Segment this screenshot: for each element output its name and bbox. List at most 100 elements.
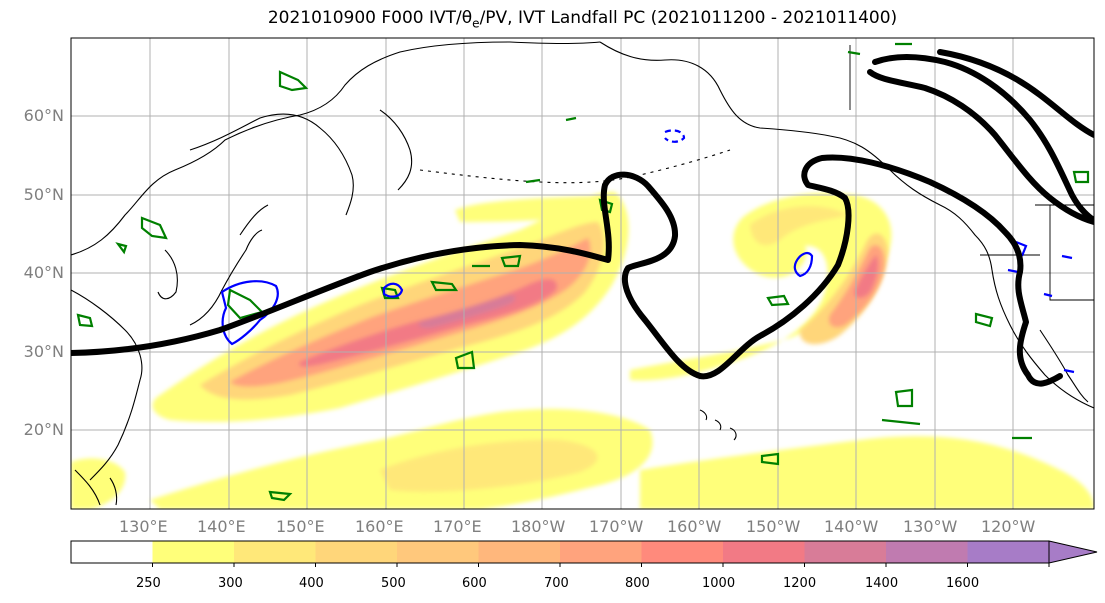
colorbar-segment bbox=[967, 541, 1050, 563]
colorbar-tick-500: 500 bbox=[381, 576, 406, 591]
ivt-fill-250 bbox=[150, 409, 653, 509]
colorbar bbox=[70, 540, 1098, 567]
theta-e-contour bbox=[76, 313, 94, 328]
lon-label-150w: 150°W bbox=[746, 517, 801, 536]
colorbar-segment bbox=[641, 541, 724, 563]
lon-label-170w: 170°W bbox=[589, 517, 644, 536]
colorbar-segment bbox=[152, 541, 235, 563]
lon-label-130e: 130°E bbox=[119, 517, 168, 536]
coastline-kamchatka bbox=[379, 109, 413, 191]
coastline-hawaii bbox=[699, 409, 737, 441]
theta-e-contour bbox=[278, 70, 309, 92]
title-prefix: 2021010900 F000 IVT/ bbox=[267, 8, 462, 28]
ivt-fill-1200 bbox=[418, 295, 516, 329]
pv-contour-line bbox=[872, 54, 1094, 223]
lon-label-140e: 140°E bbox=[197, 517, 246, 536]
coastline-north-america bbox=[991, 269, 1094, 409]
colorbar-tick-250: 250 bbox=[136, 576, 161, 591]
coastline-japan bbox=[239, 204, 269, 236]
colorbar-segment bbox=[886, 541, 968, 563]
map-title: 2021010900 F000 IVT/θe/PV, IVT Landfall … bbox=[0, 8, 1105, 30]
lat-label-60n: 60°N bbox=[23, 106, 64, 125]
theta-e-negative-contour bbox=[1007, 240, 1075, 374]
theta-e-contours-positive bbox=[76, 42, 1090, 502]
colorbar-tick-800: 800 bbox=[625, 576, 650, 591]
theta-e-contour bbox=[1072, 170, 1090, 184]
theta-e-contour bbox=[430, 280, 459, 292]
theta-e-negative-contour bbox=[793, 252, 814, 278]
ivt-fill-250 bbox=[630, 192, 892, 381]
title-suffix: /PV, IVT Landfall PC (2021011200 - 20210… bbox=[479, 8, 898, 28]
theta-e-contour bbox=[974, 312, 994, 328]
pv-contour-line bbox=[71, 154, 1063, 387]
lat-label-50n: 50°N bbox=[23, 185, 64, 204]
ivt-fill-300 bbox=[750, 206, 848, 245]
theta-e-contour bbox=[598, 198, 614, 214]
coastline-alaska bbox=[599, 41, 993, 271]
lon-label-140w: 140°W bbox=[824, 517, 879, 536]
coastline-aleutians bbox=[419, 149, 731, 184]
theta-e-contour bbox=[140, 216, 168, 240]
pv-contour-line bbox=[867, 69, 1094, 225]
theta-e-contour bbox=[268, 490, 293, 502]
lon-label-180w: 180°W bbox=[511, 517, 566, 536]
theta-e-contour bbox=[500, 254, 522, 268]
coastline-japan bbox=[189, 229, 263, 326]
colorbar-tick-400: 400 bbox=[299, 576, 324, 591]
lon-label-170e: 170°E bbox=[433, 517, 482, 536]
coastline-korea bbox=[157, 249, 178, 300]
coastline-asia bbox=[71, 41, 601, 256]
lon-label-120w: 120°W bbox=[981, 517, 1036, 536]
theta-e-contour bbox=[760, 452, 780, 466]
colorbar-segment bbox=[560, 541, 642, 563]
theta-e-contours-negative bbox=[220, 129, 1075, 374]
colorbar-extend-arrow bbox=[1048, 540, 1098, 564]
coastline-mexico bbox=[1039, 329, 1089, 403]
coastline-asia bbox=[189, 113, 354, 216]
theta-e-contour bbox=[226, 288, 265, 320]
theta-e-negative-contour bbox=[664, 129, 686, 143]
colorbar-tick-700: 700 bbox=[544, 576, 569, 591]
theta-e-contour bbox=[472, 42, 1032, 440]
ivt-fill-1000 bbox=[854, 255, 878, 298]
colorbar-tick-300: 300 bbox=[218, 576, 243, 591]
colorbar-segment bbox=[315, 541, 398, 563]
theta-e-contour bbox=[894, 388, 914, 408]
colorbar-tick-1000: 1000 bbox=[702, 576, 736, 591]
colorbar-segment bbox=[478, 541, 561, 563]
colorbar-segment bbox=[71, 541, 153, 563]
theta-e-contour bbox=[454, 350, 476, 370]
colorbar-segment bbox=[804, 541, 887, 563]
ivt-fill-250 bbox=[640, 436, 1094, 509]
coastline-china bbox=[71, 289, 143, 481]
title-theta: θ bbox=[461, 8, 473, 28]
theta-e-negative-contour bbox=[382, 282, 404, 298]
colorbar-segment bbox=[234, 541, 316, 563]
pv-contour-line bbox=[937, 49, 1094, 138]
title-theta-subscript: e bbox=[472, 16, 480, 31]
pv-contour bbox=[71, 49, 1094, 387]
colorbar-segment bbox=[723, 541, 805, 563]
colorbar-segment bbox=[397, 541, 479, 563]
colorbar-tick-1400: 1400 bbox=[865, 576, 899, 591]
ivt-fill-250 bbox=[71, 458, 126, 509]
ivt-fill-300 bbox=[380, 439, 598, 492]
lon-label-160e: 160°E bbox=[355, 517, 404, 536]
colorbar-tick-1600: 1600 bbox=[946, 576, 980, 591]
colorbar-tick-1200: 1200 bbox=[783, 576, 817, 591]
graticule bbox=[71, 38, 1094, 509]
ivt-fill-250 bbox=[455, 196, 600, 222]
lon-label-130w: 130°W bbox=[903, 517, 958, 536]
colorbar-tick-600: 600 bbox=[462, 576, 487, 591]
lon-label-160w: 160°W bbox=[667, 517, 722, 536]
lat-label-30n: 30°N bbox=[23, 342, 64, 361]
lat-label-40n: 40°N bbox=[23, 263, 64, 282]
lon-label-150e: 150°E bbox=[276, 517, 325, 536]
theta-e-contour bbox=[766, 294, 790, 307]
coastlines bbox=[71, 41, 1094, 506]
theta-e-contour bbox=[115, 242, 128, 255]
ivt-fill-600 bbox=[230, 238, 591, 387]
map-frame bbox=[70, 37, 1095, 510]
coastline-philippines bbox=[74, 469, 118, 506]
